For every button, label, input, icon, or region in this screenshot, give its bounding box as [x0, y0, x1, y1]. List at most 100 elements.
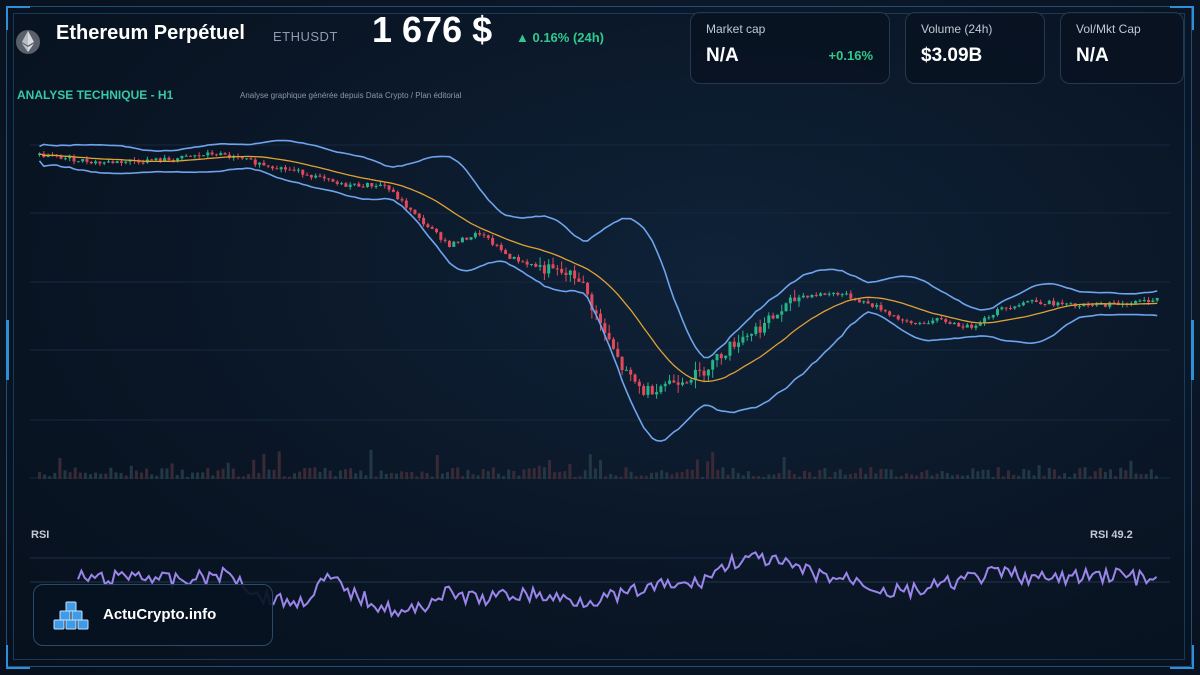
candle-body [560, 268, 564, 273]
volume-bar [435, 455, 439, 479]
volume-bar [68, 472, 72, 479]
candle-body [680, 382, 684, 385]
volume-bar [670, 474, 674, 479]
volume-bar [1144, 474, 1148, 479]
candle-body [607, 333, 611, 340]
volume-bar [588, 454, 592, 479]
brand-badge[interactable]: ActuCrypto.info [33, 584, 273, 646]
candle-body [1095, 304, 1099, 306]
volume-bar [369, 449, 373, 479]
candle-body [447, 240, 451, 247]
candle-body [404, 200, 408, 208]
volume-bar [466, 469, 470, 479]
volume-bar [502, 475, 506, 479]
candle-body [154, 158, 158, 161]
candle-body [879, 305, 883, 311]
candle-body [1090, 304, 1094, 306]
candle-body [94, 161, 98, 164]
volume-bar [344, 469, 347, 479]
candle-body [611, 339, 615, 349]
volume-bar [1073, 473, 1077, 479]
candle-body [361, 186, 365, 188]
candle-body [581, 281, 585, 283]
volume-bar [884, 468, 888, 479]
candle-body [573, 270, 577, 279]
volume-bar [986, 469, 990, 479]
volume-bar [298, 471, 302, 479]
volume-bar [185, 476, 189, 479]
volume-bar [359, 470, 363, 479]
volume-bar [537, 465, 541, 479]
candle-body [184, 155, 188, 157]
candle-body [693, 369, 697, 381]
volume-bar [905, 473, 908, 479]
candle-body [1151, 300, 1155, 303]
volume-bar [1119, 467, 1123, 479]
candle-body [706, 369, 710, 376]
volume-bar [583, 470, 587, 479]
candle-body [870, 303, 874, 307]
volume-bar [94, 472, 98, 479]
volume-bar [308, 467, 312, 479]
candle-body [331, 179, 335, 182]
candle-body [724, 355, 728, 359]
bollinger-upper-line [39, 139, 1158, 359]
candle-body [504, 250, 508, 254]
candle-body [473, 233, 477, 238]
volume-bar [542, 467, 546, 479]
volume-label: Volume (24h) [921, 22, 993, 36]
candle-body [275, 168, 279, 170]
candle-body [486, 235, 490, 238]
candle-body [991, 315, 995, 318]
volume-bar [83, 472, 87, 479]
volume-bar [563, 471, 567, 479]
volume-bar [746, 471, 750, 479]
candle-body [46, 155, 50, 157]
volume-bar [257, 472, 261, 479]
candle-body [745, 335, 749, 337]
candle-body [508, 253, 512, 259]
candle-body [374, 186, 378, 188]
volume-bar [1134, 473, 1138, 479]
candle-body [754, 326, 758, 334]
volume-bar [124, 475, 128, 479]
candle-body [1078, 306, 1082, 308]
volume-bar [782, 457, 786, 479]
volume-bar [843, 474, 847, 479]
candle-body [1060, 302, 1064, 305]
candle-body [141, 162, 145, 164]
volume-bar [114, 472, 118, 479]
volume-bar [405, 472, 409, 479]
volume-bar [823, 468, 827, 479]
analysis-subtitle: Analyse graphique générée depuis Data Cr… [240, 91, 462, 100]
volume-bar [196, 472, 200, 479]
candle-body [620, 356, 624, 371]
volume-bar [991, 476, 995, 479]
cube-logo-icon [53, 601, 89, 630]
volume-bar [859, 467, 863, 479]
volume-bar [864, 473, 868, 479]
price-change-24h: ▲ 0.16% (24h) [516, 30, 605, 45]
brand-name: ActuCrypto.info [103, 606, 217, 623]
candle-body [659, 386, 663, 393]
candle-body [788, 297, 792, 304]
volume-value: $3.09B [921, 45, 983, 66]
candle-body [478, 233, 482, 235]
candle-body [732, 341, 736, 347]
candle-body [1065, 303, 1069, 305]
volume-bar [838, 469, 842, 479]
candle-body [534, 263, 538, 267]
volume-bar [848, 474, 852, 479]
candle-body [370, 183, 374, 187]
candle-body [650, 386, 654, 395]
candle-body [629, 369, 633, 375]
volume-bar [333, 476, 337, 479]
candle-body [1013, 306, 1017, 309]
volume-bar [277, 451, 281, 479]
volume-bar [599, 460, 602, 479]
candle-body [499, 244, 503, 251]
volume-bar [201, 472, 205, 479]
volume-bar [701, 476, 704, 479]
candle-body [823, 293, 827, 295]
candle-body [814, 295, 818, 297]
